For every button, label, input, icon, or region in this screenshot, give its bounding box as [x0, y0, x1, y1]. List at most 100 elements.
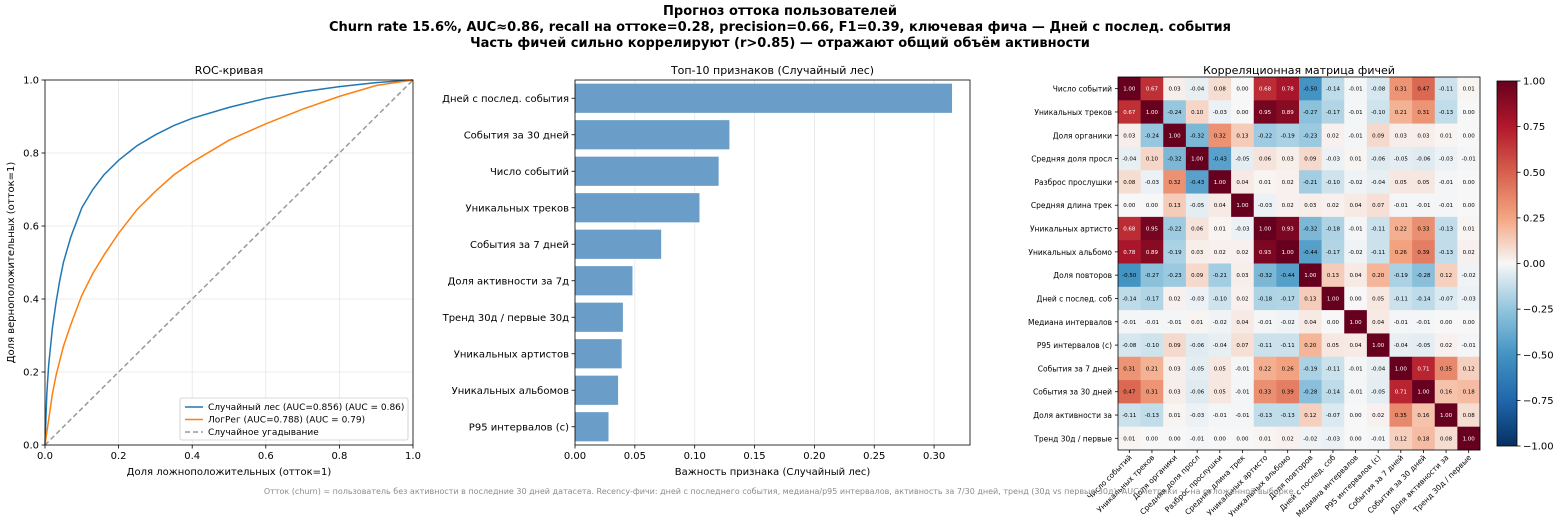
cell-value-label: -0.43 [1213, 157, 1228, 163]
cell-value-label: -0.17 [1326, 110, 1341, 116]
heatmap-cell [1253, 403, 1277, 427]
cell-value-label: -0.27 [1303, 110, 1318, 116]
cell-value-label: 0.71 [1395, 390, 1407, 396]
heatmap-cell [1412, 380, 1436, 404]
cell-value-label: 0.31 [1146, 390, 1158, 396]
cell-value-label: 0.08 [1214, 87, 1227, 93]
cell-value-label: -0.05 [1190, 366, 1205, 372]
cell-value-label: -0.28 [1303, 390, 1318, 396]
cell-value-label: 0.00 [1463, 180, 1476, 186]
heatmap-cell [1231, 170, 1255, 194]
legend-box [179, 397, 409, 441]
cell-value-label: -0.13 [1439, 110, 1454, 116]
heatmap-cell [1299, 240, 1322, 264]
feature-bar [575, 266, 633, 296]
cell-value-label: -0.02 [1213, 320, 1227, 326]
heatmap-cell [1389, 77, 1413, 101]
heatmap-cell [1140, 380, 1164, 404]
heatmap-cell [1276, 426, 1300, 451]
feature-label: Доля активности за 7д [448, 276, 570, 287]
heatmap-cell [1457, 310, 1481, 334]
heatmap-cell [1389, 356, 1413, 381]
cell-value-label: 1.00 [1417, 390, 1430, 396]
heatmap-cell [1185, 146, 1209, 171]
heatmap-cell [1457, 216, 1481, 241]
colorbar [1496, 80, 1518, 447]
cell-value-label: 0.93 [1259, 250, 1272, 256]
heatmap-cell [1299, 356, 1322, 381]
heatmap-cell [1208, 123, 1232, 148]
legend-label: Случайный лес (AUC=0.856) (AUC = 0.86) [208, 403, 404, 413]
feature-bar [575, 412, 609, 442]
heatmap-cell [1457, 123, 1481, 148]
y-tick-label: 0.6 [23, 222, 39, 233]
heatmap-cell [1412, 263, 1436, 288]
heatmap-cell [1253, 333, 1277, 358]
feature-bar [575, 375, 619, 405]
cell-value-label: 0.89 [1282, 110, 1295, 116]
cell-value-label: 1.00 [1395, 366, 1408, 372]
heatmap-cell [1208, 77, 1232, 101]
cell-value-label: 0.05 [1417, 180, 1430, 186]
cell-value-label: 0.39 [1282, 390, 1295, 396]
cell-value-label: -0.11 [1258, 343, 1272, 349]
heatmap-cell [1344, 123, 1368, 148]
heatmap-cell [1366, 123, 1390, 148]
heatmap-cell [1434, 77, 1458, 101]
cell-value-label: -0.05 [1190, 203, 1205, 209]
cell-value-label: 0.04 [1214, 203, 1227, 209]
heatmap-cell [1434, 403, 1458, 427]
cell-value-label: 0.00 [1463, 110, 1476, 116]
heatmap-cell [1412, 216, 1436, 241]
cell-value-label: -0.02 [1348, 250, 1362, 256]
cell-value-label: 0.16 [1440, 390, 1453, 396]
cell-value-label: -0.03 [1258, 203, 1273, 209]
cell-value-label: 1.00 [1168, 133, 1181, 139]
cell-value-label: -0.01 [1145, 320, 1159, 326]
heatmap-cell [1389, 193, 1413, 218]
heatmap-cell [1434, 380, 1458, 404]
cell-value-label: 0.10 [1146, 157, 1159, 163]
plot-frame [574, 79, 971, 446]
figure-footnote: Отток (churn) = пользователь без активно… [263, 487, 1297, 496]
heatmap-cell [1457, 426, 1481, 451]
heatmap-cell [1412, 403, 1436, 427]
cell-value-label: 0.00 [1463, 133, 1476, 139]
cell-value-label: -0.28 [1416, 273, 1431, 279]
cell-value-label: 0.03 [1304, 203, 1317, 209]
heatmap-cell [1140, 286, 1164, 311]
cell-value-label: -0.04 [1394, 343, 1409, 349]
cell-value-label: 0.04 [1349, 203, 1362, 209]
heatmap-cell [1389, 286, 1413, 311]
chart-title: Корреляционная матрица фичей [1203, 64, 1395, 77]
cell-value-label: 0.02 [1440, 343, 1452, 349]
heatmap-cell [1163, 333, 1187, 358]
heatmap-cell [1208, 263, 1232, 288]
y-tick-label: 0.2 [23, 368, 39, 379]
heatmap-cell [1276, 380, 1300, 404]
cell-value-label: 0.02 [1282, 203, 1294, 209]
heatmap-cell [1276, 193, 1300, 218]
figure-subtitle-line: Часть фичей сильно коррелируют (r>0.85) … [470, 36, 1090, 51]
cell-value-label: 0.21 [1395, 110, 1407, 116]
cell-value-label: 0.07 [1236, 343, 1249, 349]
cell-value-label: 0.02 [1372, 413, 1384, 419]
cell-value-label: 0.13 [1327, 273, 1340, 279]
row-label: Разброс прослушки [1035, 178, 1113, 187]
cell-value-label: -0.11 [1371, 227, 1385, 233]
row-label: Доля органики [1053, 131, 1112, 140]
heatmap-cell [1140, 146, 1164, 171]
cell-value-label: -0.32 [1258, 273, 1272, 279]
heatmap-cell [1140, 123, 1164, 148]
heatmap-cell [1208, 426, 1232, 451]
heatmap-cell [1344, 403, 1368, 427]
cell-value-label: 0.00 [1440, 320, 1453, 326]
cell-value-label: 0.47 [1123, 390, 1136, 396]
cell-value-label: -0.07 [1439, 296, 1454, 302]
cell-value-label: 0.31 [1395, 87, 1407, 93]
heatmap-cell [1366, 240, 1390, 264]
cell-value-label: 0.01 [1349, 157, 1361, 163]
cell-value-label: 0.02 [1236, 296, 1248, 302]
heatmap-cell [1140, 240, 1164, 264]
series-line [44, 79, 414, 446]
